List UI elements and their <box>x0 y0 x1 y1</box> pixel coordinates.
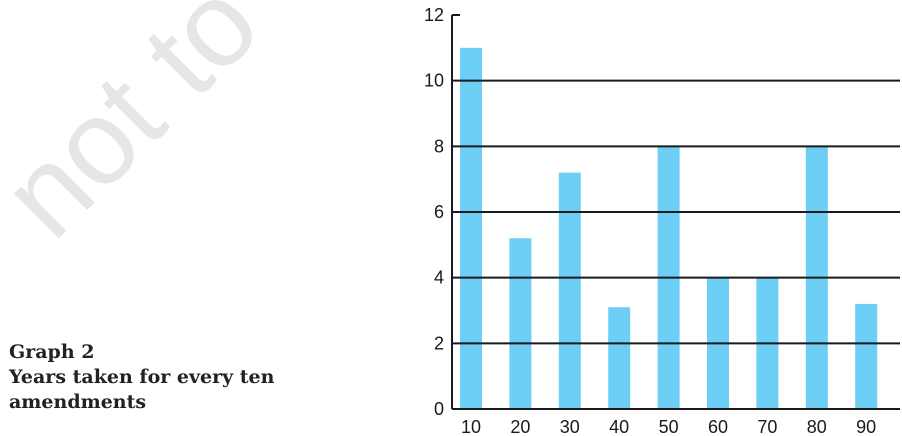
y-tick-label-6: 6 <box>434 202 444 222</box>
x-tick-label-10: 10 <box>461 417 481 436</box>
bar-20 <box>509 238 532 409</box>
x-tick-label-30: 30 <box>560 417 580 436</box>
x-tick-label-20: 20 <box>510 417 530 436</box>
chart-caption: Graph 2 Years taken for every ten amendm… <box>9 340 379 415</box>
x-tick-label-90: 90 <box>856 417 876 436</box>
x-tick-label-60: 60 <box>708 417 728 436</box>
x-tick-label-70: 70 <box>757 417 777 436</box>
y-tick-labels: 0 2 4 6 8 10 12 <box>424 5 444 419</box>
x-tick-label-50: 50 <box>659 417 679 436</box>
y-tick-label-8: 8 <box>434 136 444 156</box>
bar-40 <box>608 307 631 409</box>
caption-label: Graph 2 <box>9 341 95 363</box>
x-tick-labels: 10 20 30 40 50 60 70 80 90 <box>461 417 876 436</box>
x-tick-label-40: 40 <box>609 417 629 436</box>
bar-90 <box>855 303 878 409</box>
bars <box>460 47 878 410</box>
y-tick-label-4: 4 <box>434 268 444 288</box>
y-tick-label-0: 0 <box>434 399 444 419</box>
caption-title-line2: amendments <box>9 391 147 413</box>
y-tick-label-10: 10 <box>424 71 444 91</box>
bar-10 <box>460 47 482 409</box>
axes <box>451 14 900 410</box>
bar-30 <box>558 172 581 409</box>
caption-title-line1: Years taken for every ten <box>9 366 275 388</box>
gridlines <box>452 79 900 345</box>
x-tick-label-80: 80 <box>807 417 827 436</box>
y-tick-label-12: 12 <box>424 5 444 25</box>
y-tick-label-2: 2 <box>434 333 444 353</box>
